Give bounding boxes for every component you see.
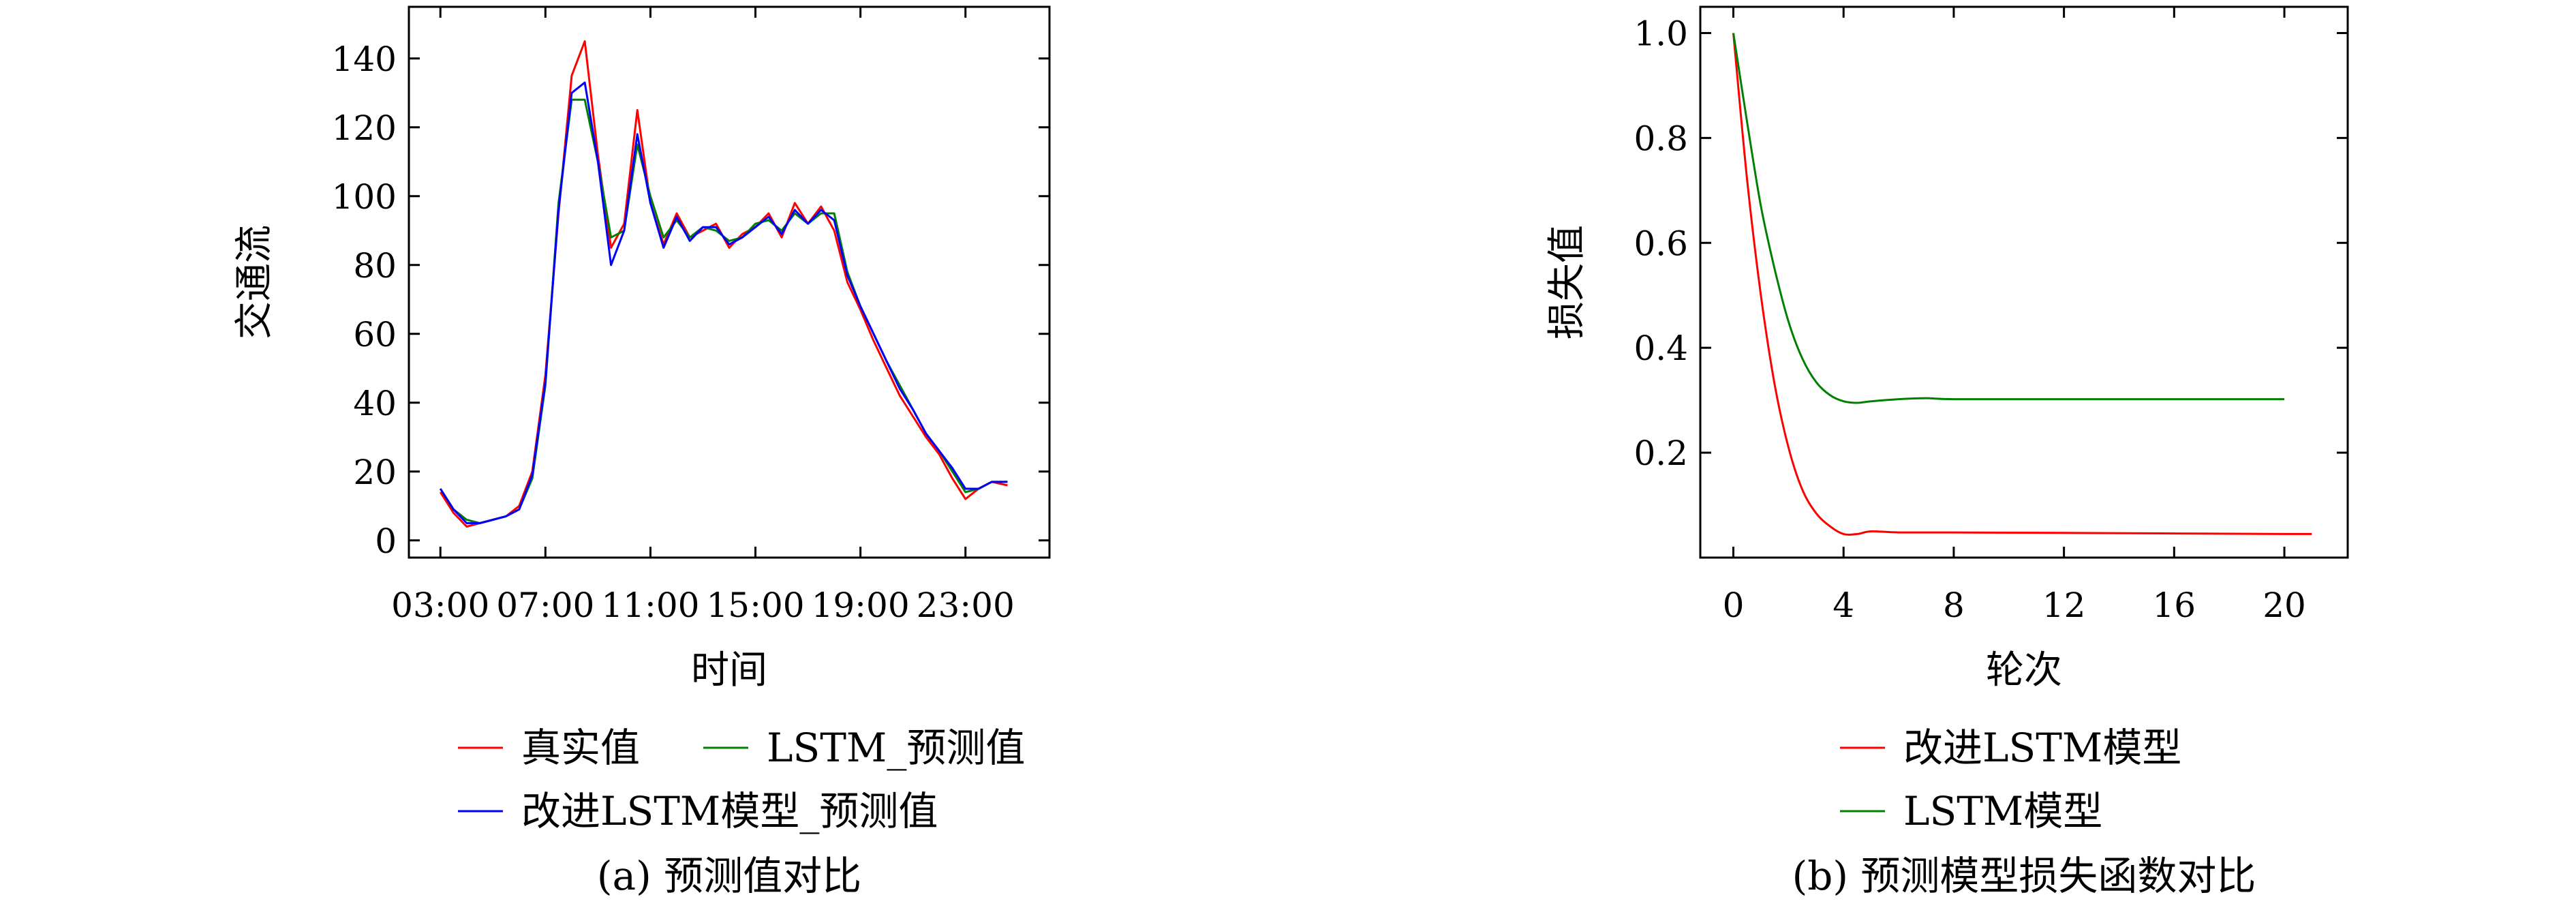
panel-a-traffic-prediction: 03:00 07:00 11:00 15:00 19:00 23:00 0 20 40 60 80… [232, 5, 1051, 899]
panel-a-caption: (a) 预测值对比 [597, 853, 861, 899]
x-tick-label: 12 [2042, 586, 2086, 625]
x-tick-label: 03:00 [391, 586, 489, 625]
panel-b-y-axis-label: 损失值 [1545, 225, 1589, 339]
y-tick-label: 0.2 [1634, 434, 1688, 473]
loss-series-line-1 [1732, 33, 2284, 404]
x-tick-label: 11:00 [601, 586, 699, 625]
panel-a-y-axis-label: 交通流 [232, 225, 277, 339]
panel-b-series-group [1732, 33, 2312, 536]
panel-a-plot-area [408, 5, 1051, 559]
panel-b-legend: 改进LSTM模型 LSTM模型 [1840, 725, 2181, 834]
panel-b-loss-comparison: 0 4 8 12 16 20 0.2 0.4 0.6 0.8 1.0 轮次 损失值 改进LSTM模… [1545, 5, 2349, 899]
y-tick-label: 0.6 [1634, 224, 1688, 263]
panel-a-x-axis: 03:00 07:00 11:00 15:00 19:00 23:00 [391, 7, 1015, 625]
legend-label-lstm: LSTM_预测值 [767, 725, 1025, 771]
x-tick-label: 15:00 [706, 586, 804, 625]
x-tick-label: 8 [1943, 586, 1965, 625]
y-tick-label: 0.8 [1634, 119, 1688, 158]
y-tick-label: 60 [353, 315, 397, 354]
panel-b-caption: (b) 预测模型损失函数对比 [1792, 853, 2256, 899]
series-line-0 [439, 40, 1008, 528]
y-tick-label: 80 [353, 246, 397, 286]
y-tick-label: 0.4 [1634, 329, 1688, 368]
y-tick-label: 140 [332, 40, 397, 79]
y-tick-label: 1.0 [1634, 14, 1688, 53]
panel-b-x-axis: 0 4 8 12 16 20 [1723, 7, 2306, 625]
series-line-2 [439, 81, 1008, 524]
panel-b-y-axis: 0.2 0.4 0.6 0.8 1.0 [1634, 14, 2348, 473]
y-tick-label: 100 [332, 177, 397, 217]
x-tick-label: 19:00 [812, 586, 910, 625]
y-tick-label: 20 [353, 453, 397, 492]
panel-a-y-axis: 0 20 40 60 80 100 120 140 [332, 40, 1049, 561]
x-tick-label: 20 [2263, 586, 2306, 625]
x-tick-label: 4 [1833, 586, 1854, 625]
panel-b-plot-area [1699, 5, 2349, 559]
y-tick-label: 40 [353, 384, 397, 423]
legend-label-lstm-model: LSTM模型 [1903, 788, 2102, 834]
series-line-1 [439, 98, 1008, 524]
x-tick-label: 23:00 [917, 586, 1015, 625]
y-tick-label: 120 [332, 108, 397, 148]
panel-a-x-axis-label: 时间 [691, 648, 767, 693]
legend-label-improved-lstm: 改进LSTM模型_预测值 [521, 788, 938, 834]
x-tick-label: 07:00 [496, 586, 594, 625]
panel-b-x-axis-label: 轮次 [1986, 648, 2062, 693]
x-tick-label: 16 [2153, 586, 2196, 625]
y-tick-label: 0 [375, 521, 397, 561]
panel-a-legend: 真实值 LSTM_预测值 改进LSTM模型_预测值 [458, 725, 1025, 834]
x-tick-label: 0 [1723, 586, 1745, 625]
legend-label-true-value: 真实值 [521, 725, 640, 771]
loss-series-line-0 [1732, 33, 2312, 536]
panel-a-series-group [439, 40, 1008, 528]
legend-label-improved-lstm-model: 改进LSTM模型 [1903, 725, 2181, 771]
